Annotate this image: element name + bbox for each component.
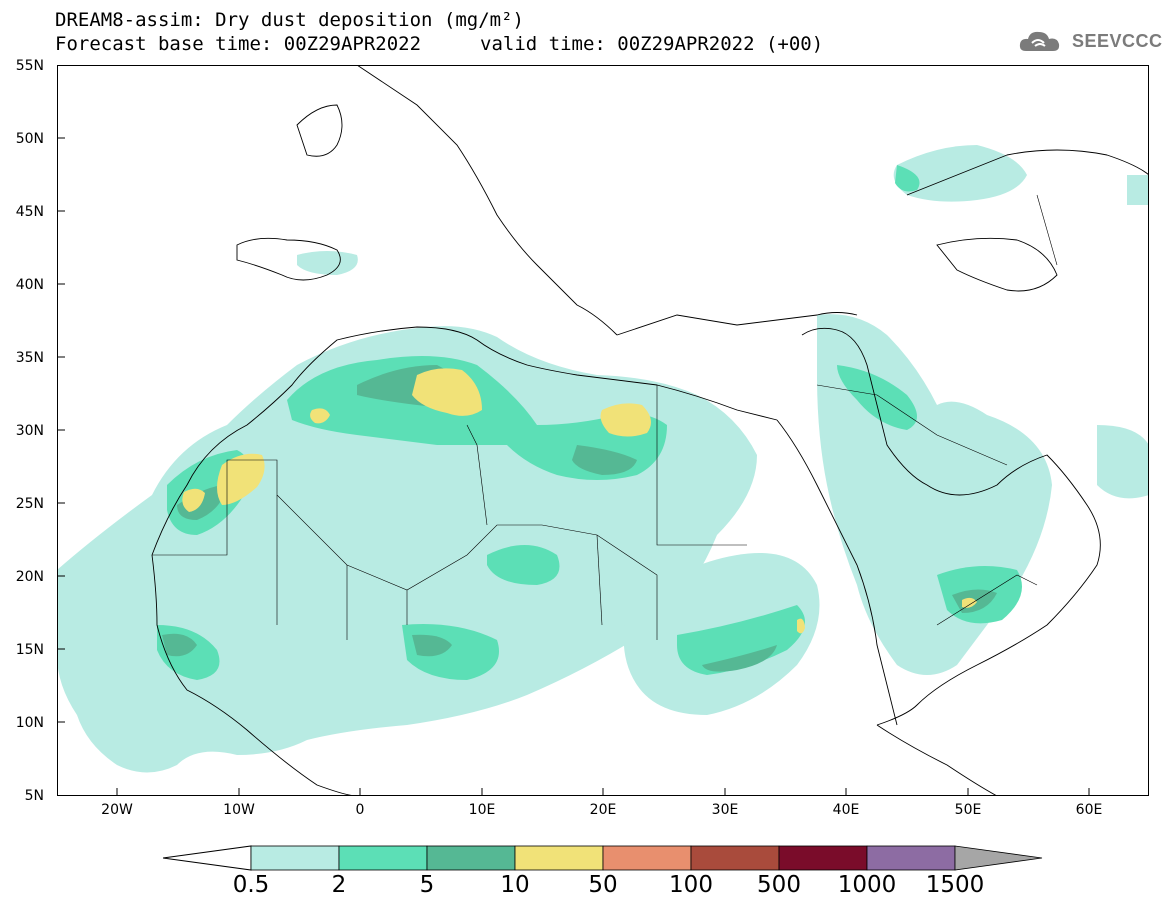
colorbar (163, 845, 1043, 871)
colorbar-low-arrow (163, 845, 252, 871)
colorbar-label-0-5: 0.5 (232, 872, 270, 898)
lat-label-50n: 50N (15, 131, 44, 147)
logo-text: SEEVCCC (1072, 31, 1163, 51)
lon-label-60e: 60E (1075, 802, 1103, 818)
colorbar-swatch-5 (602, 845, 692, 871)
colorbar-label-10: 10 (500, 872, 530, 898)
colorbar-swatch-7 (778, 845, 868, 871)
colorbar-swatch-4 (514, 845, 604, 871)
dust-deposition-map (57, 65, 1149, 796)
lon-label-20w: 20W (101, 802, 133, 818)
lon-label-10w: 10W (223, 802, 255, 818)
colorbar-label-5: 5 (419, 872, 435, 898)
map-border (57, 65, 1149, 796)
lat-label-15n: 15N (15, 642, 44, 658)
lat-label-20n: 20N (15, 569, 44, 585)
lon-label-0: 0 (355, 802, 365, 818)
lat-label-35n: 35N (15, 350, 44, 366)
lon-label-50e: 50E (954, 802, 982, 818)
lat-label-45n: 45N (15, 204, 44, 220)
colorbar-swatch-1 (250, 845, 340, 871)
lat-label-55n: 55N (15, 58, 44, 74)
deposition-level-4-areas (182, 368, 977, 634)
axis-ticks (57, 137, 1090, 796)
seevccc-logo: SEEVCCC (1018, 27, 1162, 57)
colorbar-swatch-3 (426, 845, 516, 871)
lon-label-30e: 30E (711, 802, 739, 818)
coastlines (151, 65, 1149, 796)
lon-label-40e: 40E (832, 802, 860, 818)
country-borders (152, 194, 1058, 640)
lat-label-5n: 5N (24, 788, 44, 804)
colorbar-label-1500: 1500 (925, 872, 985, 898)
colorbar-label-50: 50 (588, 872, 618, 898)
lon-label-20e: 20E (589, 802, 617, 818)
lat-label-30n: 30N (15, 423, 44, 439)
valid-time: valid time: 00Z29APR2022 (+00) (480, 33, 824, 55)
colorbar-label-2: 2 (331, 872, 347, 898)
colorbar-swatch-8 (866, 845, 956, 871)
colorbar-label-500: 500 (757, 872, 801, 898)
colorbar-label-100: 100 (669, 872, 713, 898)
lat-label-10n: 10N (15, 715, 44, 731)
colorbar-swatch-6 (690, 845, 780, 871)
lon-label-10e: 10E (468, 802, 496, 818)
colorbar-swatch-2 (338, 845, 428, 871)
lat-label-25n: 25N (15, 496, 44, 512)
map-title: DREAM8-assim: Dry dust deposition (mg/m²… (55, 9, 524, 31)
lat-label-40n: 40N (15, 277, 44, 293)
cloud-icon (1019, 31, 1060, 51)
colorbar-high-arrow (954, 845, 1043, 871)
colorbar-label-1000: 1000 (837, 872, 897, 898)
forecast-base-time: Forecast base time: 00Z29APR2022 (55, 33, 422, 55)
